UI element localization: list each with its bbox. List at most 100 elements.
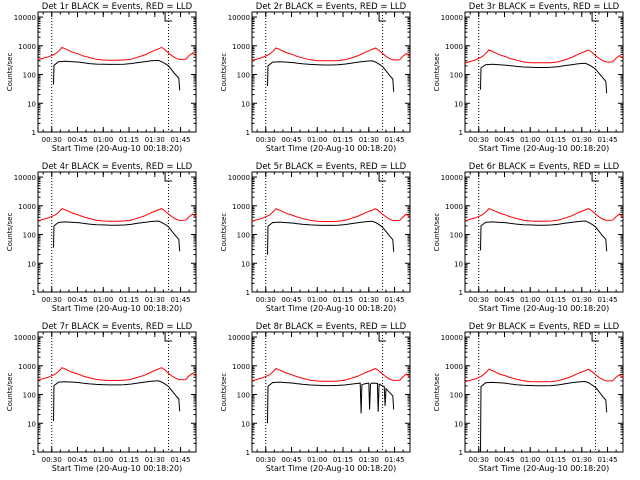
x-tick-label: 01:15	[333, 136, 353, 144]
detector-plot-3: Det 3r BLACK = Events, RED = LLD 1 10 100 10…	[433, 2, 624, 153]
y-tick-label: 100	[23, 72, 36, 80]
step-marker	[164, 172, 172, 182]
x-tick-label: 01:15	[546, 456, 566, 464]
plot-title: Det 3r BLACK = Events, RED = LLD	[469, 2, 620, 12]
x-tick-label: 01:00	[520, 456, 540, 464]
x-axis-label: Start Time (20-Aug-10 00:18:20)	[52, 464, 183, 473]
y-tick-label: 100	[237, 392, 250, 400]
detector-plot-4: Det 4r BLACK = Events, RED = LLD 1 10 100 10…	[6, 162, 197, 313]
events-series-line	[480, 62, 608, 94]
y-tick-label: 10	[241, 260, 250, 268]
detector-plot-8: Det 8r BLACK = Events, RED = LLD 1 10 100 10…	[220, 322, 411, 473]
step-marker	[591, 332, 599, 342]
y-tick-label: 1000	[232, 363, 250, 371]
plot-frame	[37, 11, 197, 133]
step-marker	[164, 12, 172, 22]
plot-title: Det 5r BLACK = Events, RED = LLD	[256, 162, 407, 172]
x-tick-label: 01:15	[119, 456, 139, 464]
y-tick-label: 1	[32, 449, 36, 457]
x-tick-label: 00:30	[469, 296, 489, 304]
x-tick-label: 01:45	[384, 456, 404, 464]
step-marker	[591, 172, 599, 182]
y-tick-label: 10000	[228, 14, 250, 22]
y-tick-label: 1000	[18, 363, 36, 371]
x-tick-label: 00:45	[494, 456, 514, 464]
y-tick-label: 10000	[14, 174, 36, 182]
x-tick-label: 01:45	[597, 456, 617, 464]
y-axis-label: Counts/sec	[6, 373, 14, 412]
y-tick-label: 1000	[232, 203, 250, 211]
plot-frame	[251, 11, 411, 133]
detector-plot-9: Det 9r BLACK = Events, RED = LLD 1 10 100 10…	[433, 322, 624, 473]
detector-plot-2: Det 2r BLACK = Events, RED = LLD 1 10 100 10…	[220, 2, 411, 153]
y-tick-label: 10	[27, 260, 36, 268]
y-tick-label: 1	[246, 289, 250, 297]
y-tick-label: 1000	[445, 43, 463, 51]
events-series-line	[53, 220, 181, 252]
y-tick-label: 1	[246, 449, 250, 457]
events-series-line	[267, 220, 395, 255]
x-tick-label: 01:45	[597, 296, 617, 304]
x-tick-label: 01:45	[170, 296, 190, 304]
y-tick-label: 10000	[228, 334, 250, 342]
y-axis-label: Counts/sec	[433, 373, 441, 412]
y-tick-label: 10000	[441, 174, 463, 182]
plot-title: Det 4r BLACK = Events, RED = LLD	[42, 162, 193, 172]
step-marker	[591, 12, 599, 22]
y-tick-label: 1	[246, 129, 250, 137]
x-axis-label: Start Time (20-Aug-10 00:18:20)	[479, 464, 610, 473]
y-axis-label: Counts/sec	[433, 53, 441, 92]
x-axis-label: Start Time (20-Aug-10 00:18:20)	[52, 304, 183, 313]
x-axis-label: Start Time (20-Aug-10 00:18:20)	[479, 304, 610, 313]
lld-series-line	[464, 49, 624, 64]
x-tick-label: 01:30	[145, 296, 165, 304]
x-tick-label: 01:30	[145, 136, 165, 144]
y-tick-label: 10000	[14, 14, 36, 22]
x-tick-label: 00:30	[256, 136, 276, 144]
y-axis-label: Counts/sec	[433, 213, 441, 252]
step-marker	[164, 332, 172, 342]
plot-frame	[251, 171, 411, 293]
events-series-line	[53, 59, 181, 91]
lld-series-line	[37, 367, 197, 381]
y-tick-label: 10000	[14, 334, 36, 342]
x-tick-label: 00:45	[67, 136, 87, 144]
lld-series-line	[37, 208, 197, 222]
plot-frame	[464, 171, 624, 293]
x-tick-label: 01:00	[93, 136, 113, 144]
y-tick-label: 10	[241, 100, 250, 108]
x-tick-label: 00:30	[42, 136, 62, 144]
y-tick-label: 1	[459, 289, 463, 297]
x-tick-label: 01:00	[93, 456, 113, 464]
x-tick-label: 00:45	[67, 296, 87, 304]
x-tick-label: 00:30	[42, 456, 62, 464]
x-tick-label: 01:00	[307, 296, 327, 304]
plot-frame	[37, 171, 197, 293]
detector-plot-6: Det 6r BLACK = Events, RED = LLD 1 10 100 10…	[433, 162, 624, 313]
x-tick-label: 01:00	[307, 456, 327, 464]
y-tick-label: 100	[450, 232, 463, 240]
y-axis-label: Counts/sec	[220, 373, 228, 412]
x-tick-label: 01:15	[546, 136, 566, 144]
x-tick-label: 01:30	[359, 456, 379, 464]
x-tick-label: 00:45	[67, 456, 87, 464]
plot-frame	[37, 331, 197, 453]
y-tick-label: 10000	[228, 174, 250, 182]
y-tick-label: 100	[450, 72, 463, 80]
detector-plot-1: Det 1r BLACK = Events, RED = LLD 1 10 100 10…	[6, 2, 197, 153]
events-series-line	[267, 60, 395, 92]
y-axis-label: Counts/sec	[220, 213, 228, 252]
x-tick-label: 00:30	[42, 296, 62, 304]
x-tick-label: 00:45	[494, 296, 514, 304]
plot-title: Det 6r BLACK = Events, RED = LLD	[469, 162, 620, 172]
step-marker	[378, 12, 386, 22]
detector-plot-7: Det 7r BLACK = Events, RED = LLD 1 10 100 10…	[6, 322, 197, 473]
events-series-line	[480, 380, 608, 453]
lld-series-line	[464, 368, 624, 383]
lld-series-line	[37, 46, 197, 61]
x-tick-label: 01:00	[520, 136, 540, 144]
plot-title: Det 8r BLACK = Events, RED = LLD	[256, 322, 407, 332]
y-tick-label: 10000	[441, 14, 463, 22]
y-tick-label: 1	[459, 449, 463, 457]
y-axis-label: Counts/sec	[6, 213, 14, 252]
